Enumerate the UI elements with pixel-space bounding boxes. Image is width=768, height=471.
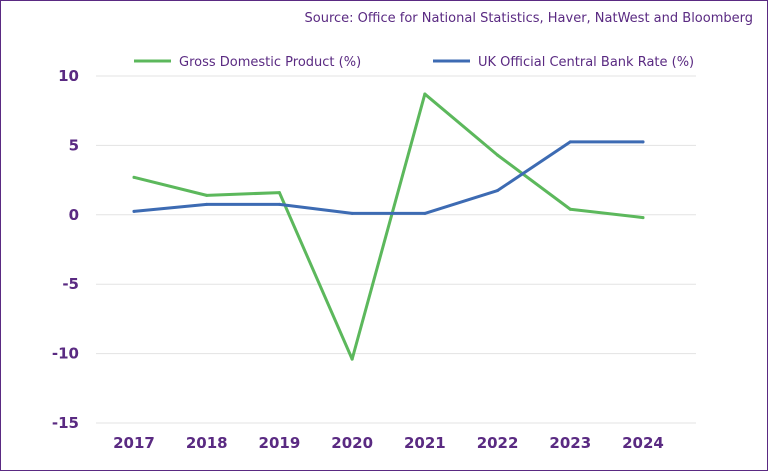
data-point-bank-rate — [205, 202, 209, 206]
y-tick-label: 0 — [69, 206, 79, 224]
y-tick-label: 10 — [58, 67, 79, 85]
series-lines — [132, 92, 645, 361]
gridlines — [96, 75, 696, 424]
data-point-bank-rate — [641, 140, 645, 144]
y-axis-ticks: 10 5 0 -5 -10 -15 — [52, 67, 79, 432]
legend-label-bank-rate: UK Official Central Bank Rate (%) — [478, 55, 694, 70]
data-point-gdp — [132, 175, 136, 179]
data-point-bank-rate — [132, 209, 136, 213]
x-tick-label: 2019 — [259, 434, 301, 452]
series-line-bank-rate — [132, 140, 645, 215]
y-tick-label: -10 — [52, 345, 79, 363]
x-axis-ticks: 2017 2018 2019 2020 2021 2022 2023 2024 — [113, 434, 664, 452]
data-point-bank-rate — [496, 189, 500, 193]
legend-label-gdp: Gross Domestic Product (%) — [179, 55, 361, 70]
x-tick-label: 2021 — [404, 434, 446, 452]
data-point-bank-rate — [423, 211, 427, 215]
source-note: Source: Office for National Statistics, … — [304, 11, 753, 26]
x-tick-label: 2024 — [622, 434, 664, 452]
data-point-bank-rate — [277, 202, 281, 206]
x-tick-label: 2017 — [113, 434, 155, 452]
y-tick-label: -15 — [52, 414, 79, 432]
x-tick-label: 2022 — [477, 434, 519, 452]
y-tick-label: 5 — [69, 136, 79, 154]
x-tick-label: 2023 — [549, 434, 591, 452]
data-point-gdp — [205, 193, 209, 197]
x-tick-label: 2018 — [186, 434, 228, 452]
data-point-bank-rate — [568, 140, 572, 144]
data-point-gdp — [350, 357, 354, 361]
x-tick-label: 2020 — [331, 434, 373, 452]
series-line-gdp — [132, 92, 645, 361]
data-point-gdp — [496, 153, 500, 157]
data-point-gdp — [277, 191, 281, 195]
data-point-gdp — [568, 207, 572, 211]
data-point-bank-rate — [350, 211, 354, 215]
data-point-gdp — [641, 216, 645, 220]
data-point-gdp — [423, 92, 427, 96]
y-tick-label: -5 — [62, 275, 79, 293]
legend: Gross Domestic Product (%) UK Official Ce… — [134, 55, 694, 70]
